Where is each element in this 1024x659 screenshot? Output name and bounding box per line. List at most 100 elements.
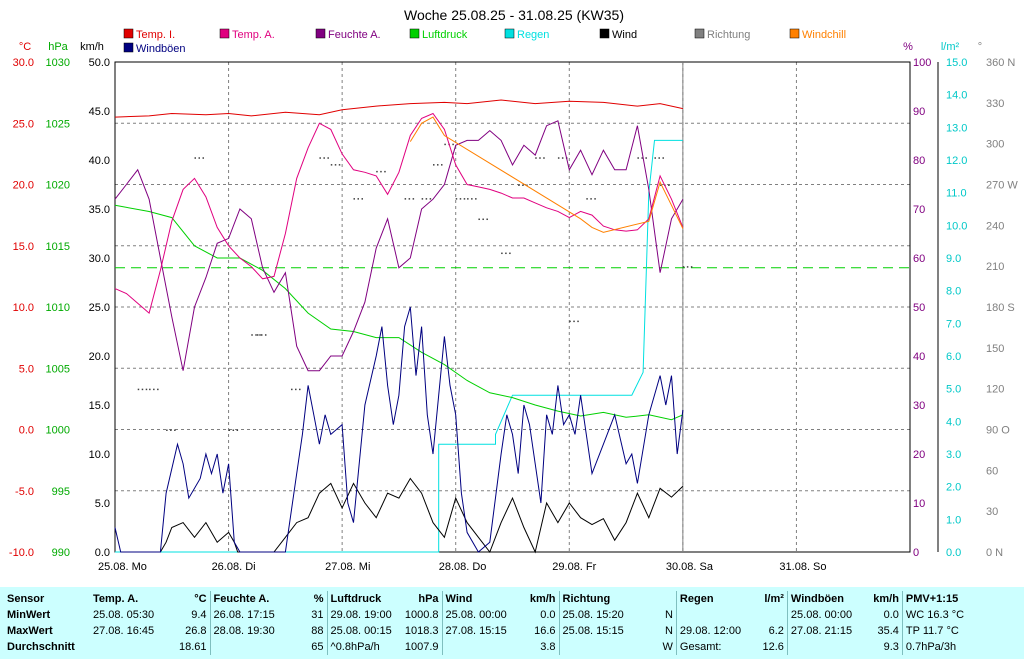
humidity-tick-label: 100 (913, 57, 931, 69)
min-direction-value: N (664, 609, 673, 621)
direction-point (660, 184, 662, 186)
direction-tick-label: 150 (986, 343, 1004, 355)
avg-humidity-time (209, 639, 301, 655)
direction-point (522, 184, 524, 186)
max-gusts-time: 27.08. 21:15 (786, 623, 868, 639)
header-humidity: Feuchte A. (209, 591, 301, 607)
humidity-line (114, 120, 684, 372)
direction-point (486, 218, 488, 221)
avg-direction-value: W (662, 641, 673, 653)
pressure-trend: ^0.8hPa/h (326, 639, 400, 655)
avg-label: Durchschnitt (7, 641, 75, 653)
stats-avg-row: Durchschnitt 18.61 65 ^0.8hPa/h 1007.9 3… (4, 639, 973, 655)
direction-point (404, 198, 407, 200)
gusts-line (114, 306, 684, 553)
wind-tick-label: 5.0 (95, 498, 110, 510)
direction-point (668, 184, 670, 186)
direction-point (228, 429, 231, 431)
direction-point (557, 157, 560, 159)
direction-point (380, 170, 382, 173)
direction-point (357, 198, 359, 200)
direction-point (682, 266, 685, 268)
direction-point (202, 157, 204, 159)
humidity-tick-label: 0 (913, 547, 919, 559)
rain-tick-label: 3.0 (946, 449, 961, 461)
legend-swatch (315, 28, 326, 39)
humidity-tick-label: 80 (913, 155, 925, 167)
pressure-tick-label: 990 (52, 547, 70, 559)
direction-point (433, 164, 435, 166)
direction-point (590, 198, 592, 200)
direction-point (166, 429, 168, 431)
max-wind-time: 27.08. 15:15 (441, 623, 523, 639)
direction-point (408, 198, 411, 200)
direction-tick-label: 360 N (986, 57, 1015, 69)
rain-tick-label: 4.0 (946, 416, 961, 428)
direction-point (291, 388, 293, 391)
legend-label: Temp. I. (136, 29, 175, 41)
avg-humidity-value: 65 (311, 641, 324, 653)
direction-point (338, 164, 341, 166)
rain-tick-label: 13.0 (946, 122, 967, 134)
header-direction: Richtung (558, 591, 660, 607)
legend-swatch (219, 28, 230, 39)
rain-tick-label: 12.0 (946, 155, 967, 167)
windchill-line (409, 116, 684, 233)
rain-tick-label: 10.0 (946, 220, 967, 232)
avg-pressure-value: 1007.9 (404, 641, 439, 653)
humidity-tick-label: 50 (913, 302, 925, 314)
temp-out-line (114, 112, 684, 314)
wind-tick-label: 25.0 (89, 302, 110, 314)
direction-point (256, 334, 259, 336)
min-label: MinWert (7, 609, 51, 621)
avg-wind-value: 3.8 (540, 641, 556, 653)
avg-direction-time (558, 639, 660, 655)
plot-frame (114, 61, 911, 553)
temp-tick-label: 5.0 (19, 363, 34, 375)
pressure-tick-label: 1010 (46, 302, 70, 314)
direction-point (690, 266, 693, 268)
direction-point (637, 157, 639, 159)
legend-label: Temp. A. (232, 29, 275, 41)
humidity-tick-label: 70 (913, 204, 925, 216)
max-gusts-value: 35.4 (877, 625, 899, 637)
direction-point (452, 143, 454, 146)
direction-point (505, 252, 507, 255)
legend-swatch (694, 28, 705, 39)
direction-tick-label: 30 (986, 506, 998, 518)
header-rain-unit: l/m² (764, 593, 784, 605)
direction-point (334, 164, 337, 166)
direction-point (569, 320, 571, 323)
direction-point (174, 429, 176, 431)
direction-point (251, 334, 253, 336)
direction-point (658, 157, 660, 159)
direction-point (361, 198, 363, 200)
wind-tick-label: 45.0 (89, 106, 110, 118)
avg-temp-time (90, 639, 176, 655)
avg-gusts-time (786, 639, 868, 655)
direction-point (236, 429, 239, 431)
temp-tick-label: 0.0 (19, 425, 34, 437)
avg-wind-time (441, 639, 523, 655)
legend-label: Luftdruck (422, 29, 468, 41)
direction-point (170, 429, 172, 431)
legend: Temp. I. Temp. A. Feuchte A. Luftdruck Regen… (123, 28, 846, 55)
min-rain-time (675, 607, 757, 623)
header-temp: Temp. A. (93, 593, 139, 605)
direction-point (198, 157, 200, 159)
rain-tick-label: 6.0 (946, 351, 961, 363)
min-rain-value (757, 607, 788, 623)
plot-area (114, 99, 910, 554)
pressure-axis-unit: hPa (48, 41, 68, 53)
rain-tick-label: 2.0 (946, 482, 961, 494)
direction-point (686, 266, 689, 268)
direction-point (141, 388, 144, 391)
statistics-table: Sensor Temp. A. °C Feuchte A. % Luftdruc… (4, 591, 973, 655)
rain-total-value: 12.6 (762, 641, 784, 653)
direction-point (539, 157, 541, 159)
pmv-pressure-trend: 0.7hPa/3h (901, 639, 973, 655)
max-label: MaxWert (7, 625, 53, 637)
min-pressure-value: 1000.8 (404, 609, 439, 621)
min-temp-value: 9.4 (191, 609, 207, 621)
header-wind-unit: km/h (529, 593, 556, 605)
